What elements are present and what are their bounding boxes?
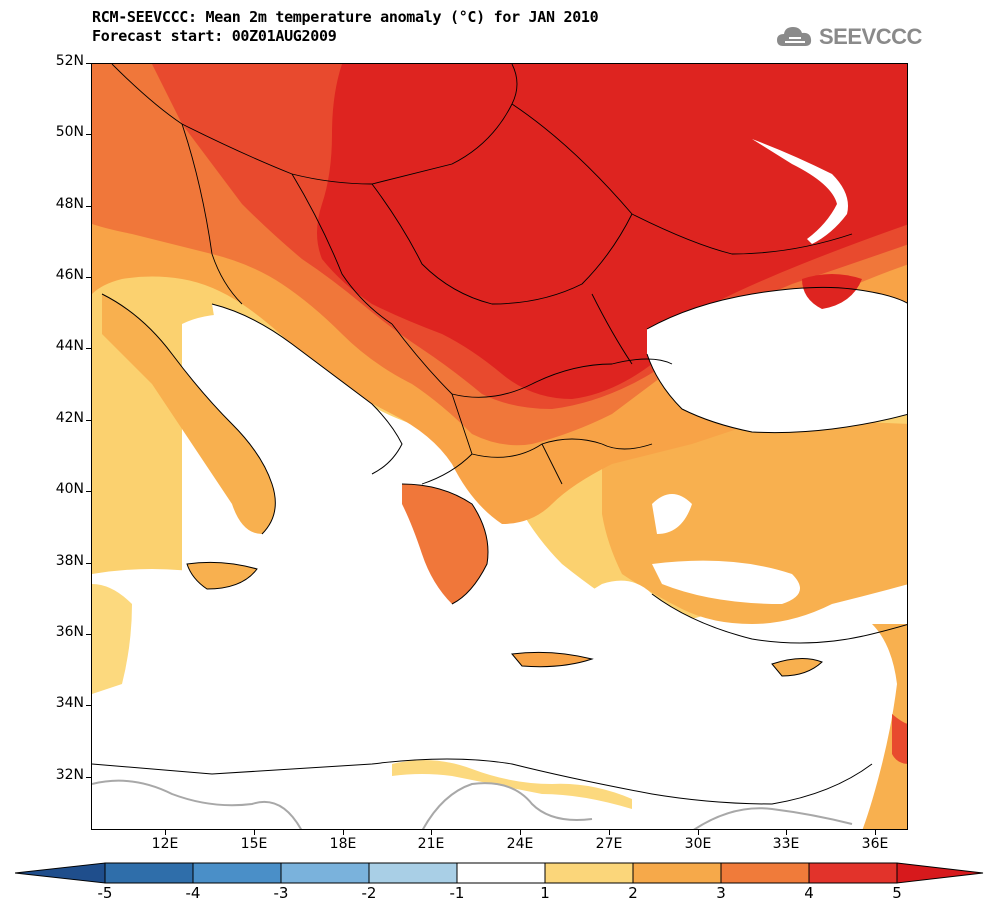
lon-label-27e: 27E xyxy=(595,836,623,852)
lon-label-24e: 24E xyxy=(506,836,534,852)
colorbar xyxy=(15,862,984,884)
logo-text: SEEVCCC xyxy=(819,24,922,49)
lon-label-15e: 15E xyxy=(240,836,268,852)
lat-tick xyxy=(86,206,91,207)
lat-label-42n: 42N xyxy=(55,410,84,426)
lat-tick xyxy=(86,277,91,278)
colorbar-label: 2 xyxy=(628,884,638,902)
colorbar-bin xyxy=(632,862,722,884)
black-sea xyxy=(647,287,907,433)
lat-tick xyxy=(86,777,91,778)
colorbar-label: -1 xyxy=(449,884,465,902)
lat-label-34n: 34N xyxy=(55,695,84,711)
lat-tick xyxy=(86,134,91,135)
lat-label-46n: 46N xyxy=(55,267,84,283)
lat-label-50n: 50N xyxy=(55,124,84,140)
lon-tick xyxy=(520,830,521,835)
lat-tick xyxy=(86,420,91,421)
lon-tick xyxy=(165,830,166,835)
colorbar-label: 3 xyxy=(716,884,726,902)
colorbar-label: 1 xyxy=(540,884,550,902)
colorbar-bin xyxy=(192,862,282,884)
north-africa-fringe xyxy=(392,760,632,809)
country-borders xyxy=(111,64,853,485)
colorbar-arrow-low xyxy=(15,862,106,884)
colorbar-bin xyxy=(720,862,810,884)
cloud-logo-icon xyxy=(777,27,812,46)
colorbar-bin xyxy=(808,862,898,884)
lat-label-48n: 48N xyxy=(55,196,84,212)
lon-tick xyxy=(254,830,255,835)
lat-tick xyxy=(86,348,91,349)
colorbar-label: 4 xyxy=(804,884,814,902)
zero-contours xyxy=(92,779,853,829)
mediterranean-sea xyxy=(92,474,907,829)
lon-label-30e: 30E xyxy=(684,836,712,852)
greece xyxy=(402,484,488,604)
ukraine-gap xyxy=(752,139,848,244)
coastlines xyxy=(92,286,907,805)
tunisia xyxy=(92,584,132,694)
land-gt5 xyxy=(317,64,907,399)
lat-tick xyxy=(86,491,91,492)
colorbar-label: -3 xyxy=(273,884,289,902)
colorbar-label: 5 xyxy=(892,884,902,902)
lat-tick xyxy=(86,63,91,64)
anomaly-map-svg xyxy=(92,64,907,829)
lat-label-40n: 40N xyxy=(55,481,84,497)
map-title: RCM-SEEVCCC: Mean 2m temperature anomaly… xyxy=(92,8,599,46)
colorbar-bin xyxy=(368,862,458,884)
colorbar-bin xyxy=(280,862,370,884)
lat-label-36n: 36N xyxy=(55,624,84,640)
levant-coast xyxy=(862,624,907,829)
adriatic-sea xyxy=(212,304,402,474)
title-line-1: RCM-SEEVCCC: Mean 2m temperature anomaly… xyxy=(92,8,599,26)
lon-label-21e: 21E xyxy=(417,836,445,852)
lat-label-44n: 44N xyxy=(55,338,84,354)
lon-tick xyxy=(609,830,610,835)
colorbar-label: -4 xyxy=(185,884,201,902)
lon-tick xyxy=(786,830,787,835)
lat-tick xyxy=(86,634,91,635)
colorbar-bin xyxy=(544,862,634,884)
colorbar-label: -2 xyxy=(361,884,377,902)
levant-hot xyxy=(892,714,907,764)
cyprus xyxy=(772,658,822,676)
lat-label-38n: 38N xyxy=(55,553,84,569)
lat-tick xyxy=(86,563,91,564)
lon-label-33e: 33E xyxy=(772,836,800,852)
lat-label-52n: 52N xyxy=(55,53,84,69)
lon-label-12e: 12E xyxy=(151,836,179,852)
italy xyxy=(102,294,276,534)
colorbar-bin xyxy=(104,862,194,884)
colorbar-arrow-high xyxy=(896,862,984,884)
lon-tick xyxy=(431,830,432,835)
seevccc-logo: SEEVCCC xyxy=(775,22,922,52)
crimea xyxy=(802,274,862,309)
lat-label-32n: 32N xyxy=(55,767,84,783)
lon-label-18e: 18E xyxy=(329,836,357,852)
anatolia-white xyxy=(652,494,800,604)
colorbar-bin xyxy=(456,862,546,884)
lon-tick xyxy=(698,830,699,835)
crete xyxy=(512,652,592,667)
anomaly-map xyxy=(91,63,908,830)
lon-tick xyxy=(875,830,876,835)
lon-label-36e: 36E xyxy=(861,836,889,852)
title-line-2: Forecast start: 00Z01AUG2009 xyxy=(92,27,337,45)
lat-tick xyxy=(86,705,91,706)
sicily xyxy=(187,562,257,589)
colorbar-label: -5 xyxy=(97,884,113,902)
lon-tick xyxy=(343,830,344,835)
